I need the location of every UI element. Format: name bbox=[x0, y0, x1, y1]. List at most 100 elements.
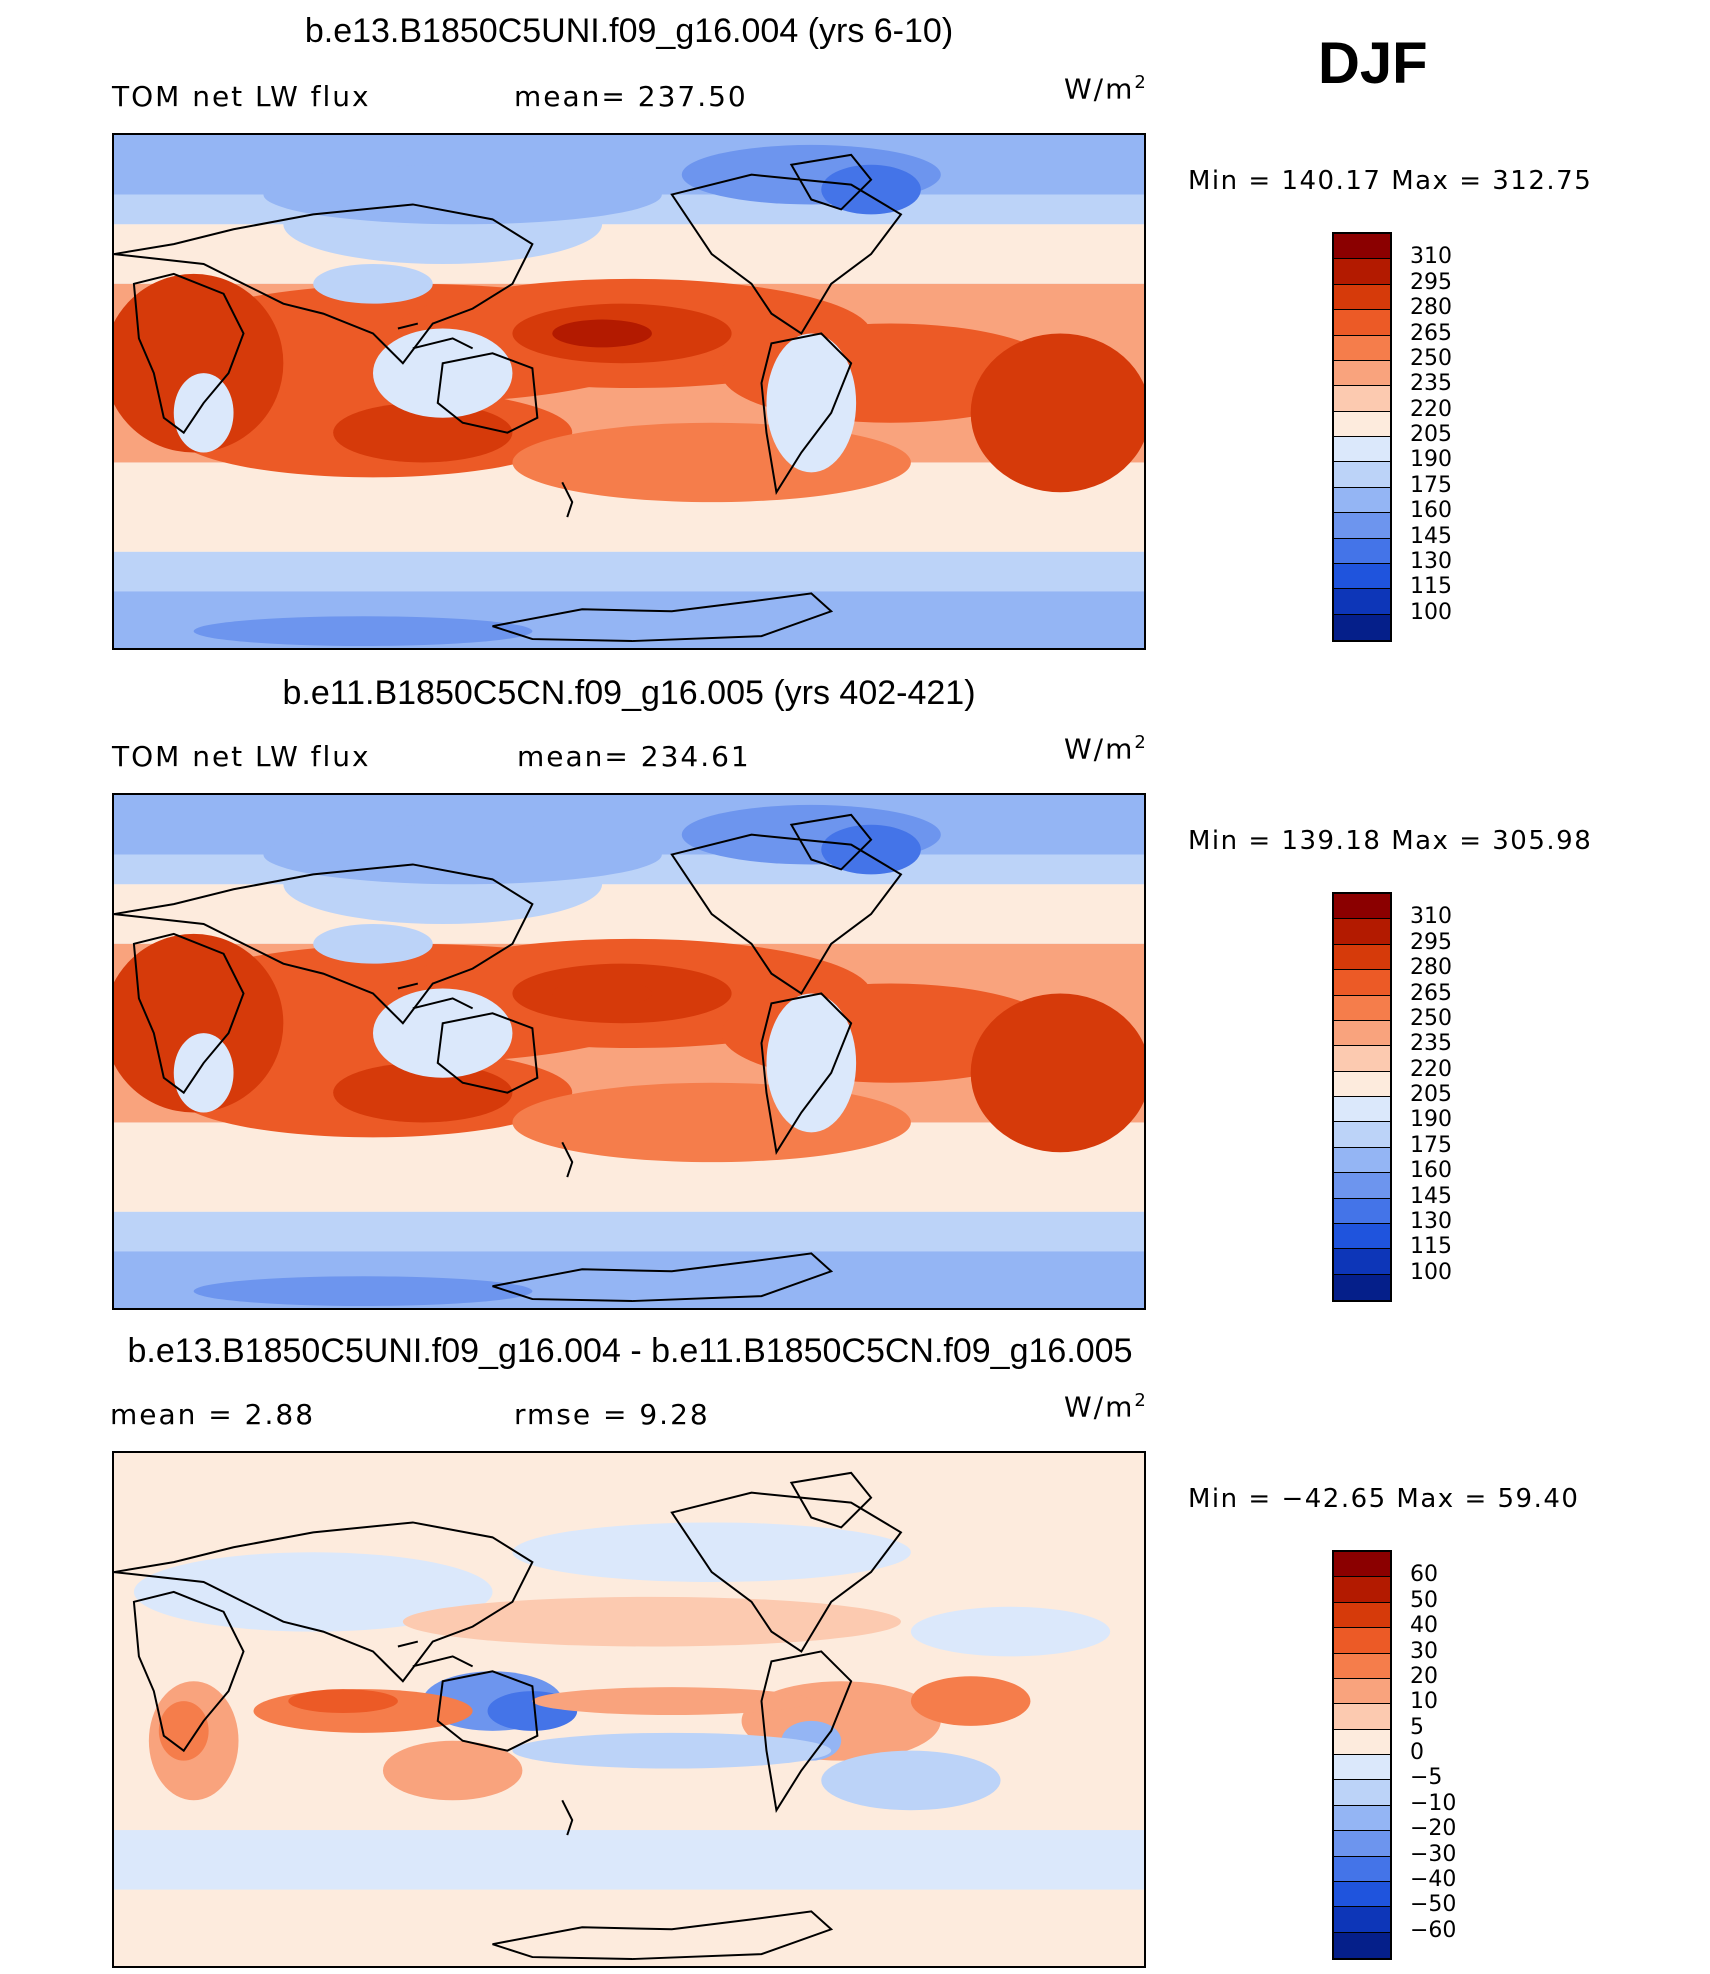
panel-1-colorbar bbox=[1332, 232, 1392, 642]
colorbar-tick-label: 250 bbox=[1410, 345, 1452, 371]
colorbar-swatch bbox=[1334, 944, 1390, 971]
colorbar-swatch bbox=[1334, 1856, 1390, 1882]
panel-2-title: b.e11.B1850C5CN.f09_g16.005 (yrs 402-421… bbox=[282, 674, 976, 712]
colorbar-tick-label: −40 bbox=[1410, 1866, 1457, 1892]
colorbar-swatch bbox=[1334, 1755, 1390, 1781]
panel-2-units: W/m2 bbox=[1064, 732, 1148, 766]
colorbar-swatch bbox=[1334, 1097, 1390, 1123]
panel-2-minmax: Min = 139.18 Max = 305.98 bbox=[1188, 826, 1593, 856]
panel-3-colorbar bbox=[1332, 1550, 1392, 1960]
colorbar-tick-label: 10 bbox=[1410, 1689, 1438, 1715]
colorbar-tick-label: 205 bbox=[1410, 422, 1452, 447]
colorbar-tick-label: −5 bbox=[1410, 1765, 1443, 1791]
colorbar-tick-label: 50 bbox=[1410, 1587, 1438, 1613]
colorbar-tick-label: 130 bbox=[1410, 548, 1452, 574]
colorbar-swatch bbox=[1334, 411, 1390, 437]
colorbar-swatch bbox=[1334, 234, 1390, 260]
colorbar-swatch bbox=[1334, 360, 1390, 387]
colorbar-swatch bbox=[1334, 437, 1390, 463]
panel-1-minmax: Min = 140.17 Max = 312.75 bbox=[1188, 166, 1593, 196]
colorbar-swatch bbox=[1334, 1147, 1390, 1174]
colorbar-swatch bbox=[1334, 1831, 1390, 1857]
colorbar-tick-label: 145 bbox=[1410, 1183, 1452, 1209]
panel-3-mean-label: mean = 2.88 bbox=[110, 1398, 316, 1431]
colorbar-swatch bbox=[1334, 1780, 1390, 1806]
colorbar-tick-label: 100 bbox=[1410, 1259, 1452, 1285]
colorbar-swatch bbox=[1334, 335, 1390, 361]
colorbar-tick-label: 190 bbox=[1410, 1107, 1452, 1133]
panel-2-map-field bbox=[114, 795, 1144, 1308]
colorbar-tick-label: 265 bbox=[1410, 320, 1452, 346]
season-label: DJF bbox=[1318, 31, 1428, 96]
colorbar-swatch bbox=[1334, 310, 1390, 336]
colorbar-tick-label: 30 bbox=[1410, 1638, 1438, 1664]
colorbar-swatch bbox=[1334, 1881, 1390, 1908]
colorbar-tick-label: 235 bbox=[1410, 1031, 1452, 1057]
colorbar-swatch bbox=[1334, 1907, 1390, 1933]
colorbar-tick-label: 310 bbox=[1410, 904, 1452, 930]
panel-1-title: b.e13.B1850C5UNI.f09_g16.004 (yrs 6-10) bbox=[304, 12, 954, 50]
colorbar-swatch bbox=[1334, 1602, 1390, 1629]
colorbar-tick-label: 175 bbox=[1410, 1132, 1452, 1158]
panel-2-colorbar bbox=[1332, 892, 1392, 1302]
colorbar-swatch bbox=[1334, 1552, 1390, 1578]
panel-2-variable-label: TOM net LW flux bbox=[112, 740, 371, 773]
colorbar-tick-label: 40 bbox=[1410, 1613, 1438, 1639]
colorbar-swatch bbox=[1334, 1704, 1390, 1730]
colorbar-tick-label: 130 bbox=[1410, 1208, 1452, 1234]
colorbar-tick-label: 20 bbox=[1410, 1663, 1438, 1689]
colorbar-swatch bbox=[1334, 1274, 1390, 1300]
colorbar-tick-label: 220 bbox=[1410, 396, 1452, 422]
colorbar-tick-label: 295 bbox=[1410, 269, 1452, 295]
colorbar-tick-label: 310 bbox=[1410, 244, 1452, 270]
colorbar-tick-label: 100 bbox=[1410, 599, 1452, 625]
colorbar-tick-label: 280 bbox=[1410, 955, 1452, 981]
colorbar-swatch bbox=[1334, 1020, 1390, 1047]
colorbar-swatch bbox=[1334, 919, 1390, 945]
colorbar-swatch bbox=[1334, 589, 1390, 615]
colorbar-swatch bbox=[1334, 1805, 1390, 1832]
colorbar-swatch bbox=[1334, 1198, 1390, 1224]
colorbar-tick-label: 220 bbox=[1410, 1056, 1452, 1082]
colorbar-swatch bbox=[1334, 487, 1390, 514]
colorbar-swatch bbox=[1334, 1577, 1390, 1603]
colorbar-tick-label: 280 bbox=[1410, 295, 1452, 321]
colorbar-swatch bbox=[1334, 894, 1390, 920]
colorbar-tick-label: 295 bbox=[1410, 929, 1452, 955]
colorbar-tick-label: 160 bbox=[1410, 498, 1452, 524]
colorbar-swatch bbox=[1334, 259, 1390, 285]
colorbar-tick-label: −20 bbox=[1410, 1816, 1457, 1842]
colorbar-tick-label: 160 bbox=[1410, 1158, 1452, 1184]
colorbar-tick-label: 235 bbox=[1410, 371, 1452, 397]
colorbar-swatch bbox=[1334, 1071, 1390, 1097]
panel-3-units: W/m2 bbox=[1064, 1390, 1148, 1424]
colorbar-tick-label: 5 bbox=[1410, 1714, 1424, 1740]
colorbar-swatch bbox=[1334, 462, 1390, 488]
colorbar-tick-label: −10 bbox=[1410, 1790, 1457, 1816]
colorbar-tick-label: −30 bbox=[1410, 1841, 1457, 1867]
panel-1-map bbox=[112, 133, 1146, 650]
colorbar-swatch bbox=[1334, 1122, 1390, 1148]
colorbar-swatch bbox=[1334, 1173, 1390, 1199]
colorbar-swatch bbox=[1334, 614, 1390, 640]
colorbar-swatch bbox=[1334, 513, 1390, 539]
panel-3-map bbox=[112, 1451, 1146, 1968]
panel-2-map bbox=[112, 793, 1146, 1310]
colorbar-tick-label: 60 bbox=[1410, 1562, 1438, 1588]
colorbar-swatch bbox=[1334, 1932, 1390, 1958]
colorbar-swatch bbox=[1334, 970, 1390, 996]
colorbar-tick-label: 250 bbox=[1410, 1005, 1452, 1031]
panel-3-title: b.e13.B1850C5UNI.f09_g16.004 - b.e11.B18… bbox=[127, 1332, 1133, 1370]
colorbar-swatch bbox=[1334, 1729, 1390, 1755]
colorbar-tick-label: 265 bbox=[1410, 980, 1452, 1006]
colorbar-tick-label: 115 bbox=[1410, 1234, 1452, 1260]
colorbar-tick-label: −50 bbox=[1410, 1892, 1457, 1918]
panel-1-map-field bbox=[114, 135, 1144, 648]
colorbar-swatch bbox=[1334, 1628, 1390, 1654]
colorbar-tick-label: 145 bbox=[1410, 523, 1452, 549]
colorbar-swatch bbox=[1334, 563, 1390, 590]
colorbar-swatch bbox=[1334, 1046, 1390, 1072]
colorbar-swatch bbox=[1334, 1678, 1390, 1705]
colorbar-swatch bbox=[1334, 1223, 1390, 1250]
panel-1-units: W/m2 bbox=[1064, 72, 1148, 106]
